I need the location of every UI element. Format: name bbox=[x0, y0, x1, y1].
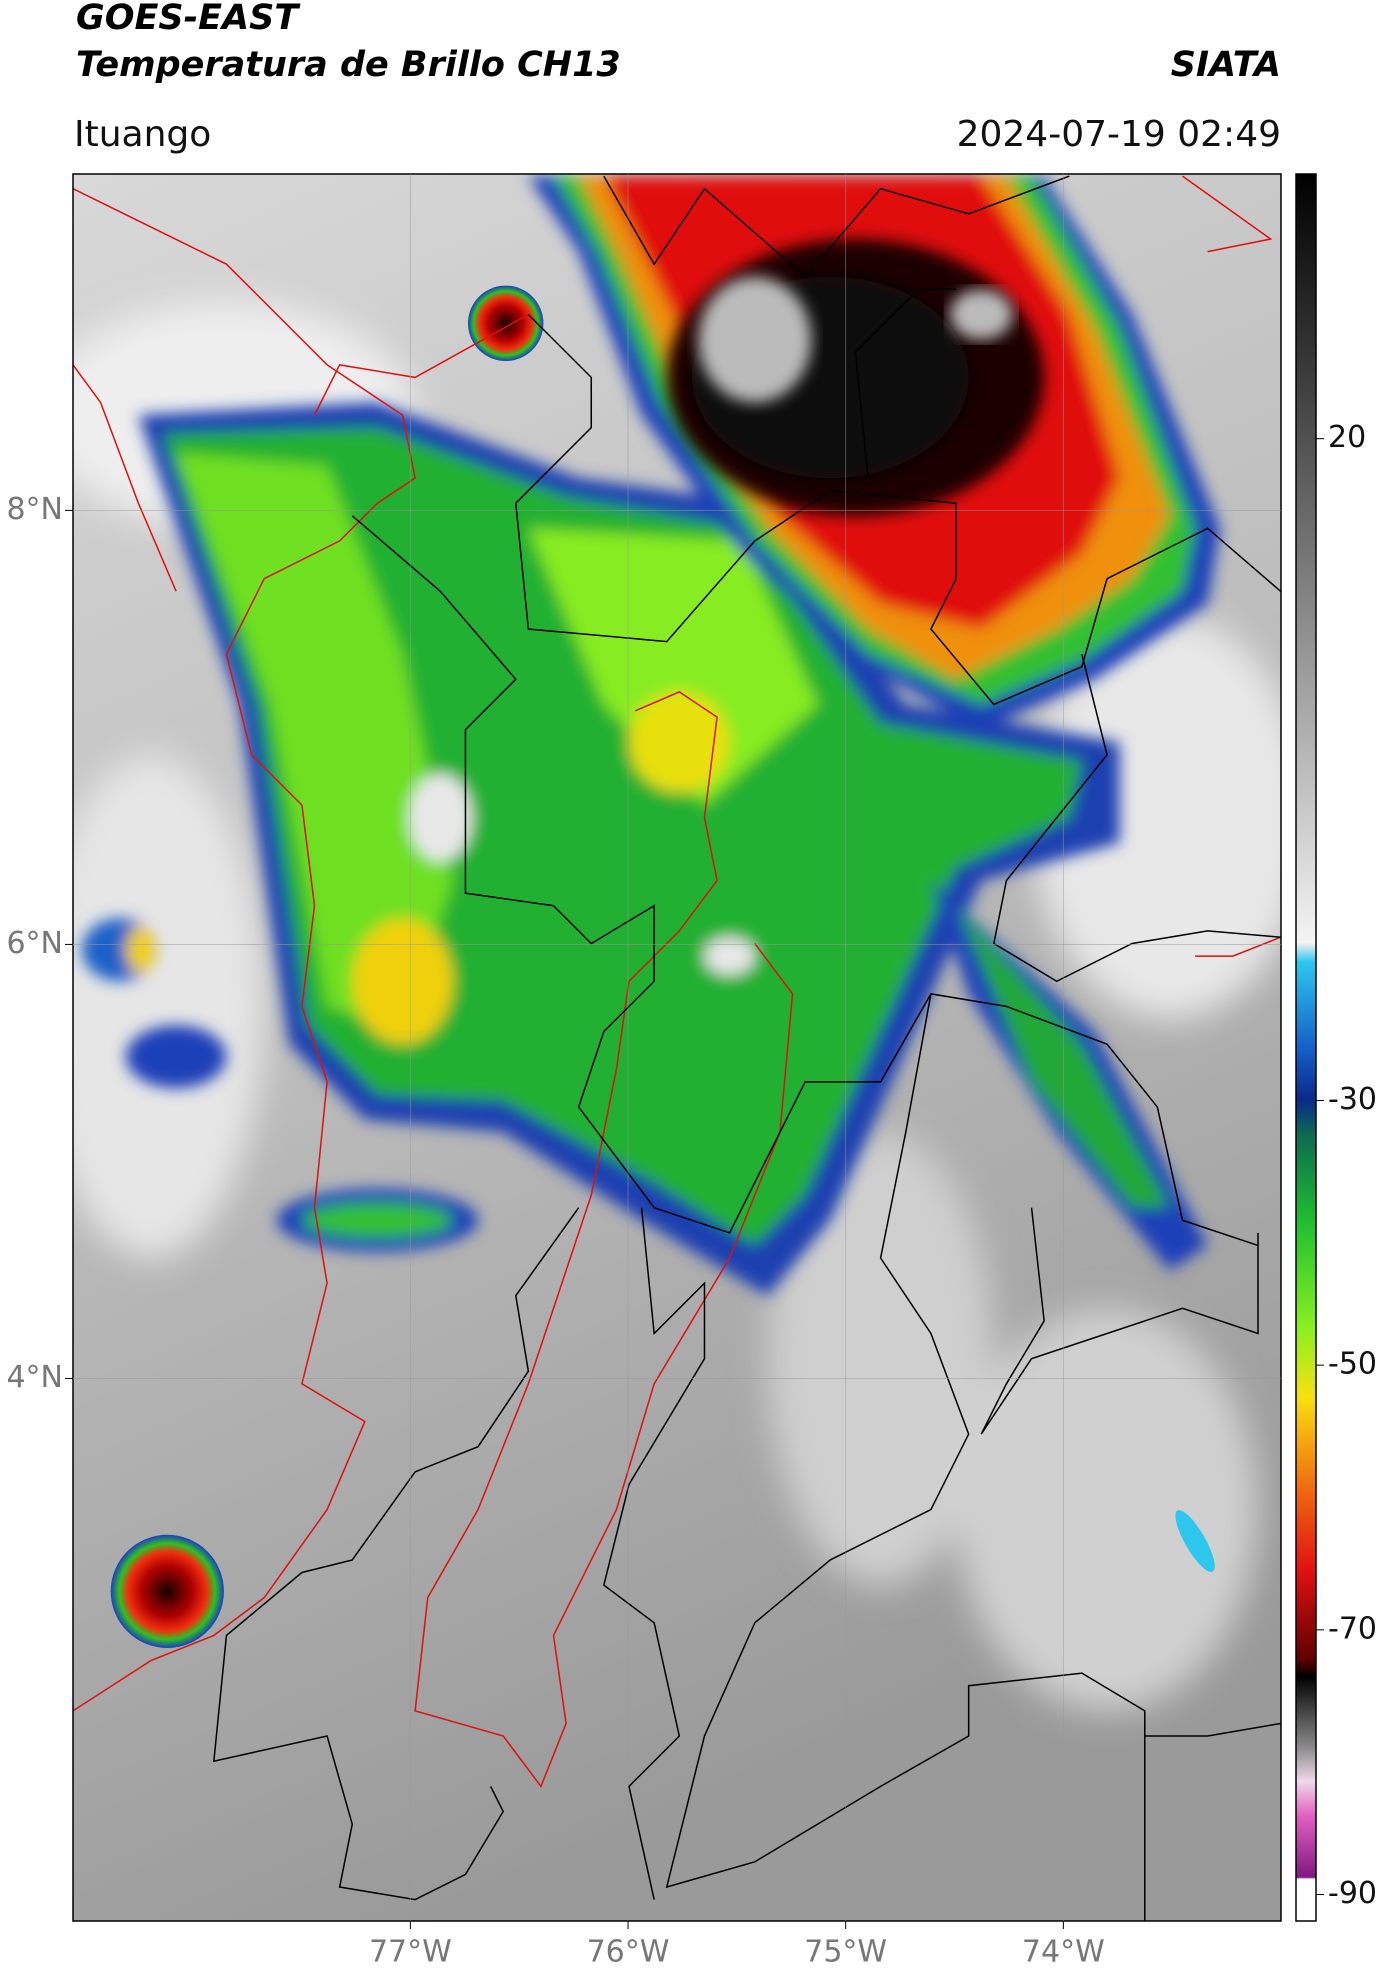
title: GOES-EAST bbox=[76, 0, 301, 38]
location: Ituango bbox=[74, 114, 211, 155]
map-shape bbox=[414, 691, 794, 1788]
y-tick-label: 4°N bbox=[6, 1360, 63, 1395]
map-shape bbox=[73, 364, 177, 592]
map-shape bbox=[176, 452, 453, 1032]
brand: SIATA bbox=[1171, 45, 1281, 85]
colorbar-tick-label: -90 bbox=[1328, 1876, 1377, 1911]
colorbar bbox=[1295, 173, 1317, 1922]
map-shape bbox=[992, 653, 1281, 983]
colorbar-tick-label: -50 bbox=[1328, 1347, 1377, 1382]
map-blob bbox=[956, 1308, 1258, 1711]
storm-cell bbox=[467, 285, 544, 362]
map-frame bbox=[72, 173, 1282, 1922]
colorbar-tick-label: 20 bbox=[1328, 420, 1366, 455]
x-tick-label: 75°W bbox=[804, 1935, 887, 1970]
map-blob bbox=[629, 691, 730, 793]
satellite-imagery bbox=[73, 174, 1281, 1921]
map-blob bbox=[767, 1132, 994, 1586]
map-blob bbox=[408, 773, 472, 862]
y-tick-label: 6°N bbox=[6, 926, 63, 961]
map-shape bbox=[528, 528, 818, 806]
colorbar-tick-label: -30 bbox=[1328, 1082, 1377, 1117]
colorbar-tick-label: -70 bbox=[1328, 1611, 1377, 1646]
borders bbox=[73, 175, 1281, 1921]
x-tick-label: 74°W bbox=[1022, 1935, 1105, 1970]
overshoot bbox=[949, 289, 1013, 340]
map-blob bbox=[1031, 616, 1281, 1019]
map-blob bbox=[352, 918, 453, 1045]
map-shape bbox=[980, 1207, 1281, 1737]
storm-cell bbox=[110, 1534, 224, 1648]
x-tick-label: 76°W bbox=[587, 1935, 670, 1970]
map-blob bbox=[125, 1025, 227, 1089]
map-shape bbox=[351, 515, 1259, 1247]
map-shape bbox=[313, 313, 529, 416]
map-shape bbox=[1182, 175, 1281, 957]
map-blob bbox=[73, 754, 265, 1258]
map-blob bbox=[301, 1202, 453, 1238]
map-blob bbox=[125, 927, 156, 973]
datetime: 2024-07-19 02:49 bbox=[957, 114, 1281, 155]
map-shape bbox=[603, 175, 1070, 479]
map-shape bbox=[213, 1207, 706, 1901]
cloud-fields bbox=[73, 176, 1281, 1711]
subtitle: Temperatura de Brillo CH13 bbox=[76, 45, 621, 85]
x-tick-label: 77°W bbox=[369, 1935, 452, 1970]
map-shape bbox=[665, 993, 1146, 1921]
small-cell bbox=[1175, 1510, 1215, 1572]
overshoot bbox=[698, 276, 812, 403]
map-shape bbox=[73, 188, 416, 1712]
y-tick-label: 8°N bbox=[6, 492, 63, 527]
map-blob bbox=[704, 937, 755, 975]
map-shape bbox=[514, 313, 1281, 706]
